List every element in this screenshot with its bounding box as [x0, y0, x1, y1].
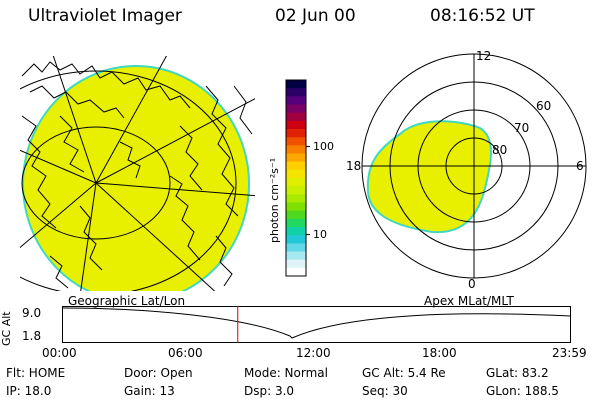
time-readout: 08:16:52 UT [430, 6, 535, 26]
altitude-ytick-label: 1.8 [22, 329, 42, 343]
altitude-ylabel: GC Alt [0, 311, 13, 346]
seq-readout: Seq: 30 [362, 384, 408, 398]
time-tick-label: 06:00 [168, 346, 203, 360]
ip-readout: IP: 18.0 [6, 384, 52, 398]
colorbar-tick-label: 100 [313, 140, 334, 153]
colorbar-segment [286, 243, 306, 252]
colorbar: photon cm⁻²s⁻¹ [268, 79, 307, 277]
colorbar-segment [286, 169, 306, 179]
colorbar-unit-label: photon cm⁻²s⁻¹ [268, 158, 281, 243]
coastlines [21, 61, 253, 289]
colorbar-segment [286, 161, 306, 171]
graticule [20, 56, 255, 291]
date-readout: 02 Jun 00 [275, 6, 356, 26]
colorbar-segment [286, 194, 306, 203]
mlt-label: 0 [468, 277, 476, 291]
colorbar-segment [286, 186, 306, 195]
auroral-oval-geo [22, 65, 250, 291]
dsp-readout: Dsp: 3.0 [244, 384, 295, 398]
auroral-oval-polar [366, 120, 492, 234]
colorbar-segment [286, 227, 306, 236]
colorbar-segment [286, 120, 306, 130]
mlat-label: 60 [536, 99, 551, 113]
gc-alt-readout: GC Alt: 5.4 Re [362, 366, 446, 380]
geographic-map [20, 56, 255, 291]
polar-mlat-mlt-plot: 12 18 6 0 60 70 80 [346, 49, 587, 291]
mlat-label: 70 [514, 121, 529, 135]
colorbar-segment [286, 96, 306, 105]
colorbar-tick-label: 10 [313, 228, 327, 241]
geo-map-label: Geographic Lat/Lon [68, 294, 186, 308]
colorbar-segment [286, 178, 306, 187]
colorbar-segment [286, 145, 306, 154]
mlt-label: 6 [576, 159, 584, 173]
colorbar-segment [286, 137, 306, 146]
flight-readout: Flt: HOME [6, 366, 66, 380]
glon-readout: GLon: 188.5 [486, 384, 559, 398]
mlt-label: 18 [346, 159, 361, 173]
colorbar-gradient [286, 80, 306, 277]
time-tick-label: 12:00 [296, 346, 331, 360]
gain-readout: Gain: 13 [124, 384, 175, 398]
time-tick-label: 18:00 [422, 346, 457, 360]
colorbar-segment [286, 259, 306, 269]
colorbar-segment [286, 202, 306, 212]
time-tick-label: 00:00 [42, 346, 77, 360]
colorbar-segment [286, 88, 306, 97]
colorbar-segment [286, 267, 306, 277]
colorbar-segment [286, 112, 306, 122]
polar-plot-label: Apex MLat/MLT [424, 294, 514, 308]
door-readout: Door: Open [124, 366, 193, 380]
colorbar-segment [286, 80, 306, 89]
mode-readout: Mode: Normal [244, 366, 328, 380]
colorbar-segment [286, 153, 306, 163]
colorbar-segment [286, 251, 306, 261]
colorbar-segment [286, 104, 306, 114]
colorbar-segment [286, 235, 306, 244]
colorbar-tick [306, 234, 310, 235]
colorbar-tick [306, 146, 310, 147]
altitude-plot [62, 306, 571, 343]
app-title: Ultraviolet Imager [28, 6, 182, 26]
altitude-ytick-label: 9.0 [22, 306, 42, 320]
altitude-curve [62, 307, 571, 339]
mlt-label: 12 [476, 49, 491, 63]
time-tick-label: 23:59 [552, 346, 587, 360]
glat-readout: GLat: 83.2 [486, 366, 549, 380]
colorbar-segment [286, 210, 306, 220]
mlat-label: 80 [492, 143, 507, 157]
colorbar-segment [286, 218, 306, 228]
colorbar-segment [286, 129, 306, 138]
